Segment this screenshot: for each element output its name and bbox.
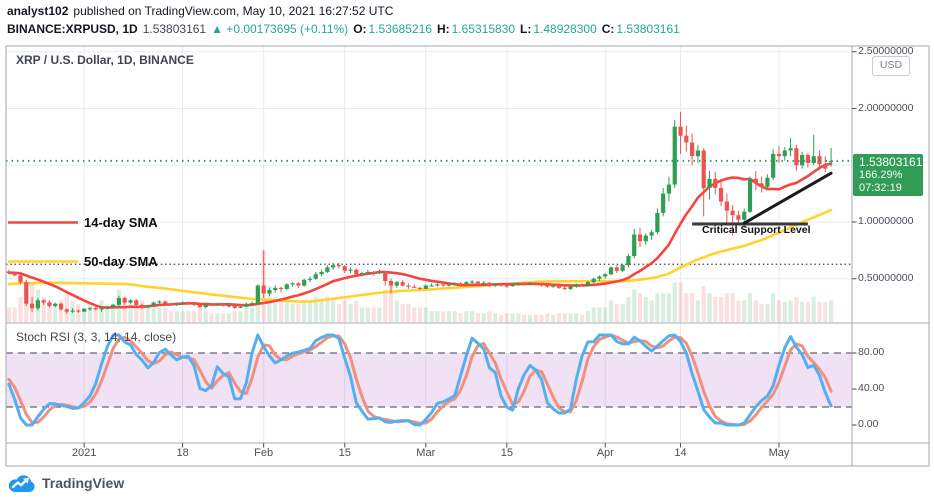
publish-info-segment: published on TradingView.com, May 10, 20… bbox=[73, 4, 394, 18]
ohlc-segment: 1.48928300 bbox=[533, 22, 597, 36]
time-axis[interactable]: 2021 18 Feb 15 Mar 15 Apr 14 May bbox=[6, 443, 852, 466]
indicator-tick-label: 40.00 bbox=[858, 382, 885, 394]
time-tick-label: 14 bbox=[674, 447, 687, 459]
price-tick-label: 0.50000000 bbox=[858, 271, 914, 284]
ohlc-segment: BINANCE:XRPUSD, 1D bbox=[7, 22, 138, 36]
sma14-annotation-label: 14-day SMA bbox=[84, 215, 158, 230]
ohlc-segment: C: bbox=[601, 22, 615, 36]
time-tick-label: 18 bbox=[176, 447, 189, 459]
time-tick-label: 15 bbox=[338, 447, 351, 459]
ohlc-segment: 1.53803161 bbox=[616, 22, 680, 36]
time-tick-label: Apr bbox=[596, 447, 614, 459]
change-percent: 166.29% bbox=[859, 169, 903, 181]
indicator-label: Stoch RSI (3, 3, 14, 14, close) bbox=[16, 330, 177, 344]
ohlc-segment: 1.65315830 bbox=[451, 22, 516, 36]
publish-info-line: analyst102 published on TradingView.com, … bbox=[7, 4, 398, 18]
indicator-tick-label: 80.00 bbox=[858, 346, 885, 358]
ohlc-segment: L: bbox=[520, 22, 532, 36]
sma50-annotation-label: 50-day SMA bbox=[84, 254, 158, 269]
ohlc-segment: 1.53803161 bbox=[142, 22, 207, 36]
ohlc-segment: O: bbox=[353, 22, 367, 36]
price-axis[interactable]: 2.50000000 2.00000000 1.00000000 0.50000000… bbox=[852, 44, 929, 443]
time-tick-label: Mar bbox=[416, 447, 436, 459]
bar-countdown: 07:32:19 bbox=[859, 182, 902, 194]
currency-unit-button[interactable]: USD bbox=[872, 56, 910, 76]
publish-info-segment: analyst102 bbox=[7, 4, 69, 18]
chart-title: XRP / U.S. Dollar, 1D, BINANCE bbox=[16, 53, 194, 67]
price-tick-label: 1.00000000 bbox=[858, 215, 914, 227]
symbol-ohlc-line: BINANCE:XRPUSD, 1D 1.53803161 ▲ +0.0017369… bbox=[7, 22, 685, 36]
time-tick-label: Feb bbox=[254, 447, 274, 459]
tradingview-logo[interactable]: TradingView bbox=[8, 473, 124, 493]
time-tick-label: 2021 bbox=[71, 447, 97, 459]
ohlc-segment: ▲ +0.00173695 (+0.11%) bbox=[211, 22, 349, 36]
ohlc-segment: 1.53685216 bbox=[368, 22, 432, 36]
price-tick-label: 2.50000000 bbox=[858, 44, 914, 57]
tradingview-wordmark: TradingView bbox=[42, 475, 125, 491]
price-tick-label: 2.00000000 bbox=[858, 101, 914, 114]
time-tick-label: 15 bbox=[500, 447, 513, 459]
last-price-value: 1.53803161 bbox=[859, 155, 923, 169]
critical-support-label: Critical Support Level bbox=[702, 224, 811, 236]
indicator-tick-label: 0.00 bbox=[858, 418, 879, 430]
last-price-badge[interactable]: 1.53803161 166.29% 07:32:19 bbox=[853, 154, 923, 196]
tradingview-cloud-icon bbox=[8, 475, 35, 493]
time-tick-label: May bbox=[768, 447, 790, 459]
ohlc-segment: H: bbox=[436, 22, 450, 36]
